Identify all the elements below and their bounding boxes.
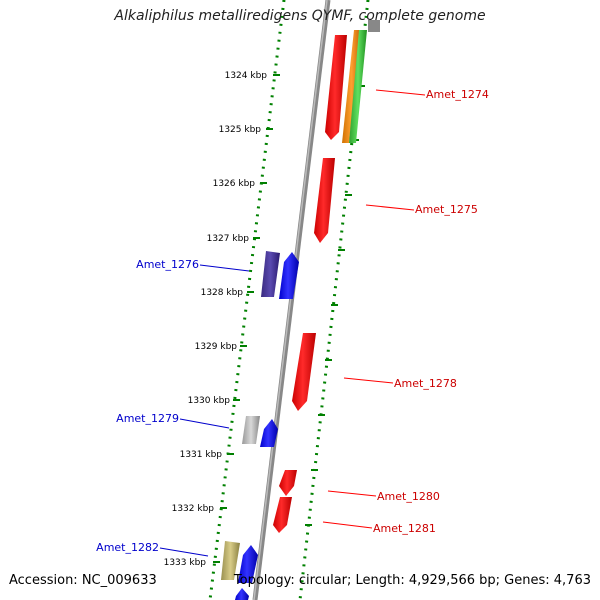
genome-title: Alkaliphilus metalliredigens QYMF, compl… xyxy=(114,8,486,24)
kbp-label-1332: 1332 kbp xyxy=(172,504,215,514)
top-feature-cap xyxy=(368,20,380,32)
gene-amet-1281[interactable] xyxy=(273,497,292,533)
gene-amet-1282[interactable] xyxy=(221,541,240,580)
gene-blue-1283[interactable] xyxy=(238,545,258,583)
gene-amet-1278[interactable] xyxy=(292,333,316,411)
genome-backbone xyxy=(252,0,331,600)
accession-text: Accession: NC_009633 xyxy=(9,573,157,588)
reverse-strand-features xyxy=(273,30,367,533)
forward-strand-features xyxy=(221,251,299,600)
backbone-highlight xyxy=(253,0,328,600)
kbp-label-1327: 1327 kbp xyxy=(207,234,250,244)
gene-blue-1277[interactable] xyxy=(279,252,299,299)
genome-summary-text: Topology: circular; Length: 4,929,566 bp… xyxy=(233,573,591,588)
label-amet-1281: Amet_1281 xyxy=(373,522,436,535)
leader-lines xyxy=(159,89,426,557)
gene-blue-1279b[interactable] xyxy=(260,419,278,447)
kbp-label-1330: 1330 kbp xyxy=(188,396,231,406)
gene-orange-feature[interactable] xyxy=(342,30,361,143)
kbp-ticks xyxy=(213,74,280,563)
gene-blue-bottom[interactable] xyxy=(235,588,249,600)
gene-green-feature[interactable] xyxy=(349,30,367,143)
label-amet-1282: Amet_1282 xyxy=(96,541,159,554)
kbp-label-1333: 1333 kbp xyxy=(164,558,207,568)
kbp-label-1329: 1329 kbp xyxy=(195,342,238,352)
label-amet-1279: Amet_1279 xyxy=(116,412,179,425)
right-ticks xyxy=(305,85,365,526)
gene-amet-1274[interactable] xyxy=(325,35,347,140)
gene-amet-1276[interactable] xyxy=(261,251,280,297)
kbp-label-1325: 1325 kbp xyxy=(219,125,262,135)
label-amet-1274: Amet_1274 xyxy=(426,88,489,101)
gene-amet-1280[interactable] xyxy=(279,470,297,496)
label-amet-1276: Amet_1276 xyxy=(136,258,199,271)
kbp-label-1328: 1328 kbp xyxy=(201,288,244,298)
kbp-label-1331: 1331 kbp xyxy=(180,450,223,460)
gene-amet-1279[interactable] xyxy=(242,416,260,444)
label-amet-1278: Amet_1278 xyxy=(394,377,457,390)
label-amet-1275: Amet_1275 xyxy=(415,203,478,216)
left-tick-track xyxy=(208,0,286,600)
label-amet-1280: Amet_1280 xyxy=(377,490,440,503)
kbp-label-1324: 1324 kbp xyxy=(225,71,268,81)
gene-amet-1275[interactable] xyxy=(314,158,335,243)
kbp-label-1326: 1326 kbp xyxy=(213,179,256,189)
